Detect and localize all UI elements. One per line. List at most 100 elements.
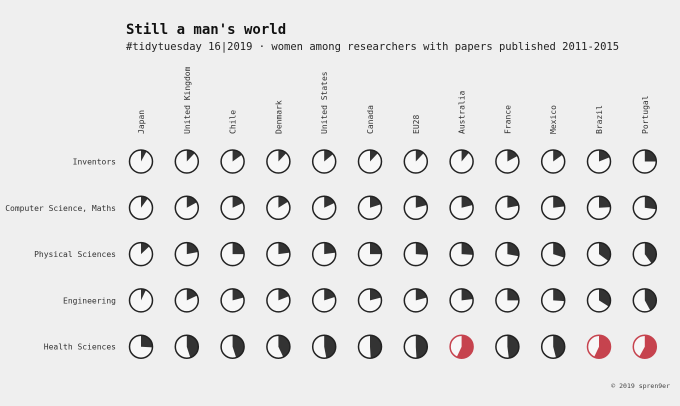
pie-outline bbox=[357, 288, 383, 313]
pie-inventors-united-kingdom bbox=[174, 149, 200, 174]
pie-outline bbox=[311, 149, 337, 174]
pie-outline bbox=[357, 241, 383, 267]
row-label-physical-sciences: Physical Sciences bbox=[34, 250, 116, 259]
pie-slice bbox=[599, 150, 610, 162]
pie-outline bbox=[632, 241, 658, 267]
pie-slice bbox=[644, 150, 657, 162]
pie-outline bbox=[266, 241, 291, 267]
pie-slice bbox=[461, 196, 473, 208]
row-label-computer-science-maths: Computer Science, Maths bbox=[5, 204, 116, 213]
pie-engineering-australia bbox=[449, 288, 474, 313]
pie-physical-sciences-eu28 bbox=[403, 241, 429, 267]
pie-slice bbox=[370, 150, 378, 162]
pie-computer-science-maths-australia bbox=[449, 195, 474, 221]
column-label-canada: Canada bbox=[366, 105, 375, 134]
pie-outline bbox=[311, 334, 337, 359]
pie-health-sciences-mexico bbox=[540, 334, 566, 359]
pie-physical-sciences-united-states bbox=[311, 241, 337, 267]
column-label-united-states: United States bbox=[320, 71, 329, 134]
pie-engineering-portugal bbox=[632, 288, 658, 313]
pie-health-sciences-portugal bbox=[632, 334, 658, 359]
pie-outline bbox=[266, 149, 291, 174]
pie-outline bbox=[632, 288, 658, 313]
pie-inventors-japan bbox=[128, 149, 154, 174]
pie-health-sciences-canada bbox=[357, 334, 383, 359]
pie-outline bbox=[220, 149, 245, 174]
pie-slice bbox=[639, 335, 657, 359]
pie-health-sciences-denmark bbox=[266, 334, 291, 359]
pie-slice bbox=[324, 288, 336, 301]
pie-slice bbox=[644, 288, 657, 311]
pie-inventors-united-states bbox=[311, 149, 337, 174]
pie-slice bbox=[370, 335, 382, 359]
pie-slice bbox=[553, 288, 565, 302]
pie-outline bbox=[174, 241, 200, 267]
pie-slice bbox=[324, 335, 336, 358]
pie-computer-science-maths-eu28 bbox=[403, 195, 429, 221]
pie-outline bbox=[128, 288, 154, 313]
pie-physical-sciences-canada bbox=[357, 241, 383, 267]
pie-slice bbox=[324, 196, 335, 208]
pie-engineering-chile bbox=[220, 288, 245, 313]
column-label-portugal: Portugal bbox=[641, 95, 650, 134]
pie-engineering-united-kingdom bbox=[174, 288, 200, 313]
pie-outline bbox=[128, 149, 154, 174]
pie-slice bbox=[594, 335, 611, 359]
pie-inventors-australia bbox=[449, 149, 474, 174]
pie-outline bbox=[495, 334, 520, 359]
pie-slice bbox=[644, 196, 657, 210]
pie-outline bbox=[540, 288, 566, 313]
pie-physical-sciences-australia bbox=[449, 241, 474, 267]
pie-outline bbox=[128, 334, 154, 359]
pie-computer-science-maths-portugal bbox=[632, 195, 658, 221]
credit-text: © 2019 spren9er bbox=[611, 382, 670, 390]
pie-engineering-mexico bbox=[540, 288, 566, 313]
pie-physical-sciences-chile bbox=[220, 241, 245, 267]
column-label-mexico: Mexico bbox=[549, 105, 558, 134]
pie-outline bbox=[586, 149, 612, 174]
pie-health-sciences-japan bbox=[128, 334, 154, 359]
pie-outline bbox=[174, 149, 200, 174]
pie-slice bbox=[507, 242, 519, 257]
pie-physical-sciences-mexico bbox=[540, 241, 566, 267]
row-label-health-sciences: Health Sciences bbox=[44, 343, 116, 352]
pie-slice bbox=[186, 288, 198, 301]
pie-physical-sciences-brazil bbox=[586, 241, 612, 267]
pie-outline bbox=[220, 195, 245, 221]
pie-outline bbox=[540, 241, 566, 267]
pie-physical-sciences-portugal bbox=[632, 241, 658, 267]
pie-slice bbox=[186, 335, 199, 358]
pie-outline bbox=[632, 334, 658, 359]
pie-inventors-denmark bbox=[266, 149, 291, 174]
column-labels: Japan United Kingdom Chile Denmark United St… bbox=[137, 66, 650, 134]
pie-outline bbox=[357, 195, 383, 221]
pie-slice bbox=[141, 196, 148, 208]
pie-computer-science-maths-united-states bbox=[311, 195, 337, 221]
pie-slice bbox=[415, 335, 428, 359]
pie-outline bbox=[586, 241, 612, 267]
pie-health-sciences-australia bbox=[449, 334, 474, 359]
pie-outline bbox=[449, 149, 474, 174]
column-label-japan: Japan bbox=[137, 110, 146, 134]
pie-computer-science-maths-canada bbox=[357, 195, 383, 221]
pie-slice bbox=[232, 288, 244, 301]
pie-outline bbox=[495, 195, 520, 221]
pie-slice bbox=[553, 196, 565, 208]
pie-slice bbox=[141, 150, 147, 162]
pie-slice bbox=[278, 242, 290, 255]
pie-computer-science-maths-brazil bbox=[586, 195, 612, 221]
pie-outline bbox=[495, 288, 520, 313]
pie-engineering-united-states bbox=[311, 288, 337, 313]
pie-outline bbox=[174, 288, 200, 313]
pie-outline bbox=[403, 149, 429, 174]
pie-slice bbox=[141, 335, 153, 348]
pie-computer-science-maths-chile bbox=[220, 195, 245, 221]
row-label-engineering: Engineering bbox=[63, 296, 116, 305]
pie-outline bbox=[174, 195, 200, 221]
pie-outline bbox=[540, 334, 566, 359]
chart-subtitle: #tidytuesday 16|2019 · women among resea… bbox=[126, 41, 619, 53]
pie-slice bbox=[415, 288, 427, 301]
pie-slice bbox=[415, 150, 424, 162]
pie-slice bbox=[278, 335, 290, 358]
pie-physical-sciences-france bbox=[495, 241, 520, 267]
